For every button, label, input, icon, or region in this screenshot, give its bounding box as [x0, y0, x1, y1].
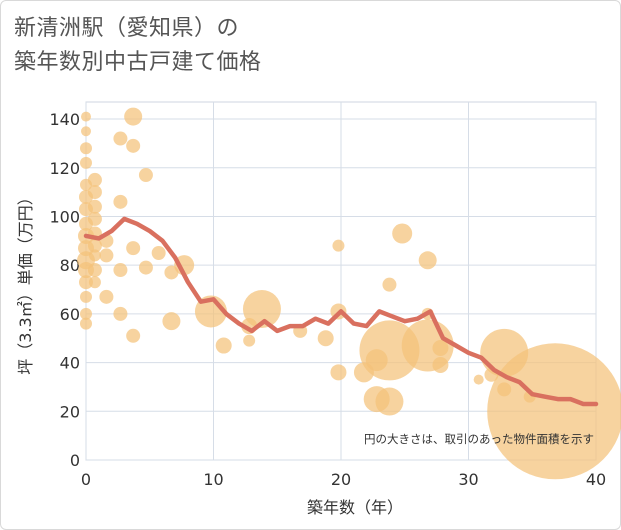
bubble-point [243, 334, 256, 347]
bubble-point [151, 245, 166, 260]
y-tick-label: 40 [60, 354, 80, 373]
x-tick-label: 20 [331, 470, 351, 489]
bubble-point [162, 312, 181, 331]
bubble-point [113, 263, 128, 278]
bubble-point [164, 265, 179, 280]
bubble-point [330, 364, 347, 381]
bubble-point [87, 263, 102, 278]
bubble-point [432, 339, 449, 356]
bubble-point [87, 199, 102, 214]
bubble-point [432, 357, 449, 374]
x-tick-label: 0 [81, 470, 91, 489]
x-tick-label: 10 [203, 470, 223, 489]
bubble-point [81, 111, 91, 122]
bubble-point [87, 211, 102, 226]
size-note: 円の大きさは、取引のあった物件面積を示す [364, 432, 594, 446]
chart-title-line2: 築年数別中古戸建て価格 [14, 50, 262, 75]
y-tick-label: 100 [49, 207, 80, 226]
bubble-point [88, 276, 101, 289]
y-tick-labels: 0 20 40 60 80 100 120 140 [49, 110, 80, 470]
bubble-point [99, 289, 114, 304]
bubble-point [332, 239, 345, 252]
bubble-point [80, 307, 92, 320]
bubble-point [392, 223, 413, 244]
bubble-point [138, 260, 153, 275]
bubble-point [138, 168, 153, 183]
y-tick-label: 140 [49, 110, 80, 129]
bubble-point [87, 238, 102, 253]
bubble-point [375, 387, 404, 416]
bubble-point [87, 185, 102, 200]
bubble-point [126, 138, 141, 153]
y-tick-label: 120 [49, 159, 80, 178]
bubble-point [88, 249, 101, 262]
bubble-point [80, 317, 92, 330]
bubble-point [317, 330, 334, 347]
bubble-point [242, 290, 281, 329]
y-tick-label: 20 [60, 402, 80, 421]
x-tick-label: 30 [458, 470, 478, 489]
bubble-point [79, 275, 93, 290]
bubble-point [487, 343, 621, 480]
bubble-point [382, 277, 397, 292]
bubble-point [418, 251, 437, 270]
trend-line [83, 216, 599, 407]
chart-title-line1: 新清洲駅（愛知県）の [14, 16, 240, 41]
bubble-point [99, 248, 114, 263]
bubble-point [80, 290, 92, 303]
chart-title: 新清洲駅（愛知県）の 築年数別中古戸建て価格 [14, 12, 262, 80]
y-tick-label: 60 [60, 305, 80, 324]
x-tick-labels: 0 10 20 30 40 [81, 470, 606, 489]
y-tick-label: 80 [60, 256, 80, 275]
bubble-point [113, 131, 128, 146]
x-axis-label: 築年数（年） [307, 498, 403, 517]
bubble-point [126, 241, 141, 256]
y-axis-label: 坪（3.3㎡）単価（万円） [16, 189, 35, 374]
bubble-point [473, 374, 484, 385]
bubble-point [80, 142, 92, 155]
bubble-point [124, 107, 143, 126]
bubble-point [81, 126, 91, 137]
bubble-point [113, 306, 128, 321]
bubble-point [126, 328, 141, 343]
bubble-point [215, 337, 232, 354]
x-tick-label: 40 [586, 470, 606, 489]
y-tick-label: 0 [70, 451, 80, 470]
bubble-point [87, 172, 102, 187]
bubble-point [80, 156, 92, 169]
bubble-point [113, 194, 128, 209]
